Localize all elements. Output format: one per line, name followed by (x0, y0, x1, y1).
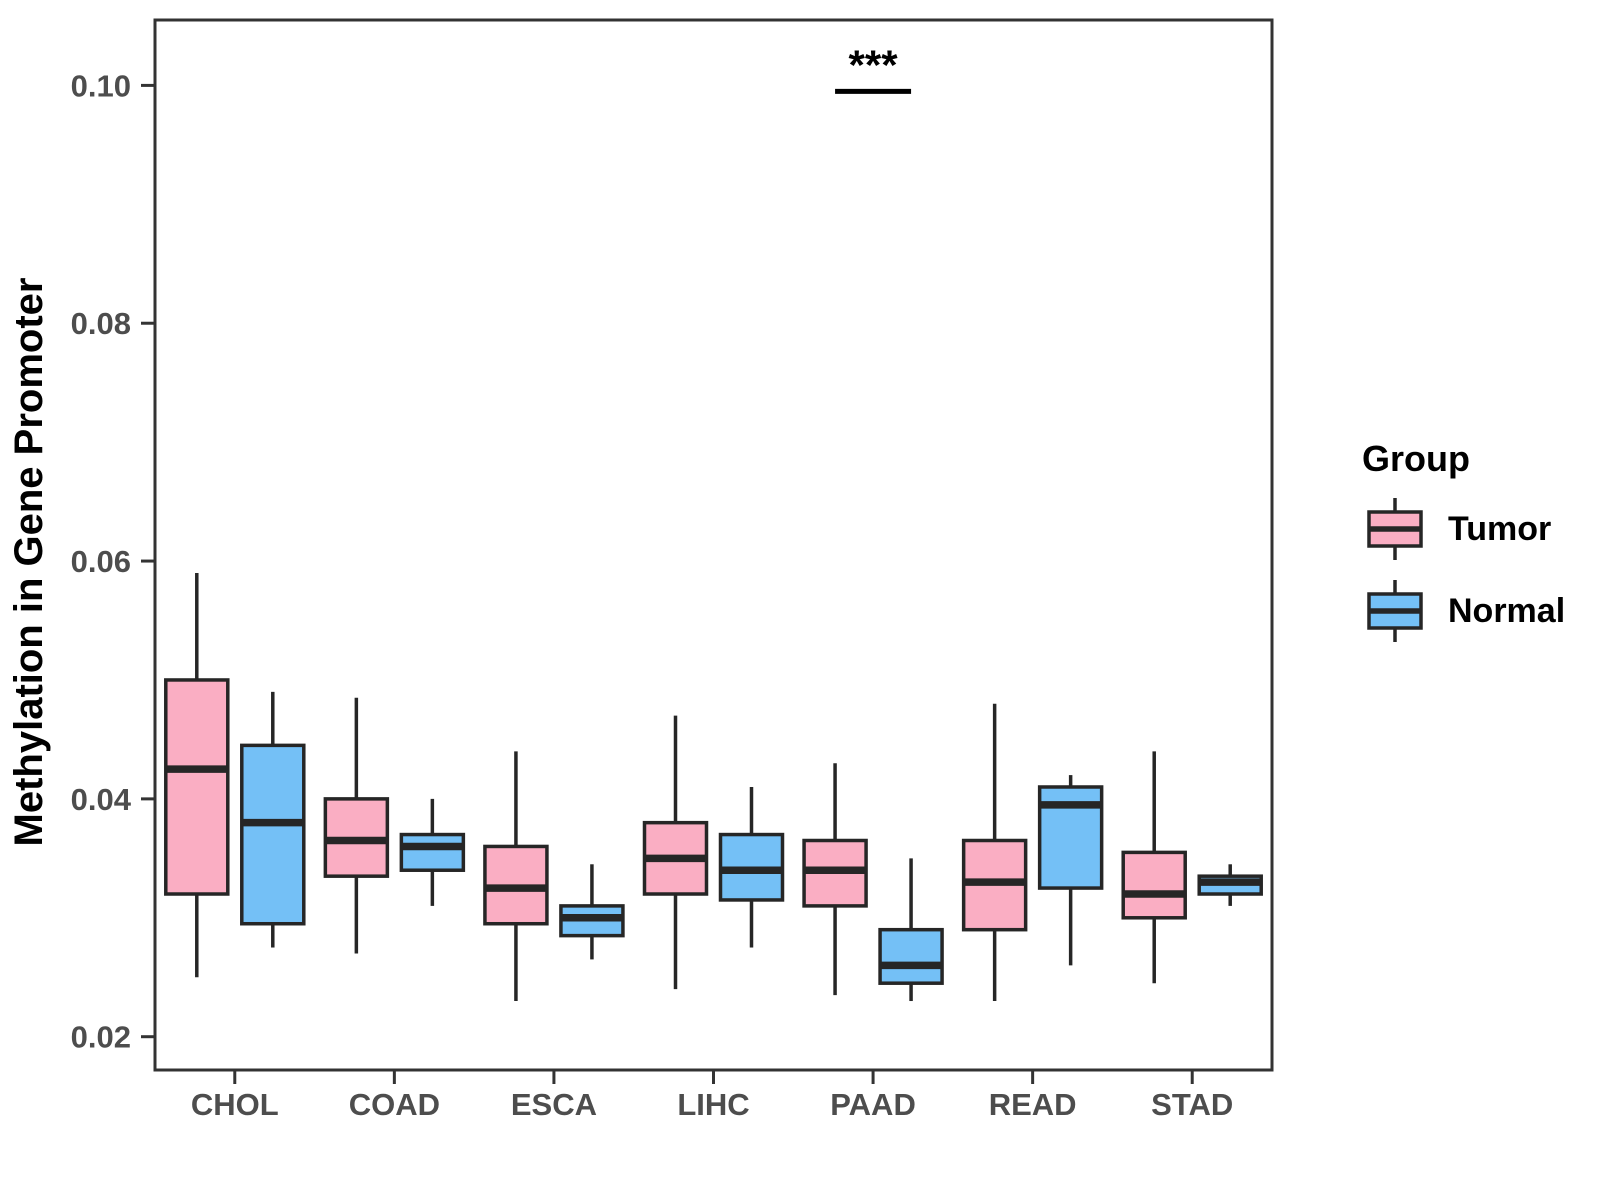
x-tick-label: LIHC (677, 1087, 749, 1122)
legend-label-tumor: Tumor (1448, 509, 1552, 548)
legend-label-normal: Normal (1448, 591, 1566, 630)
box-STAD-Tumor (1121, 850, 1187, 920)
significance-label: *** (849, 41, 899, 88)
y-tick-label: 0.10 (71, 68, 131, 103)
box-COAD-Normal (399, 832, 466, 872)
x-tick-label: PAAD (830, 1087, 916, 1122)
x-tick-label: COAD (349, 1087, 440, 1122)
y-tick-label: 0.02 (71, 1020, 131, 1055)
y-tick-label: 0.06 (71, 544, 131, 579)
box-PAAD-Normal (878, 927, 944, 985)
legend-item-normal: Normal (1342, 578, 1565, 644)
panel-border (153, 18, 1274, 1072)
x-tick-label: STAD (1151, 1087, 1233, 1122)
x-tick-label: READ (989, 1087, 1077, 1122)
y-axis-title: Methylation in Gene Promoter (7, 278, 51, 847)
normal-boxplot-key-icon (1367, 580, 1423, 642)
legend-title: Group (1362, 438, 1470, 479)
legend: Group Tumor Normal (1342, 438, 1565, 644)
y-tick-label: 0.04 (71, 782, 132, 817)
box-CHOL-Tumor (164, 678, 230, 896)
box-CHOL-Normal (240, 743, 306, 926)
y-tick-label: 0.08 (71, 306, 131, 341)
x-tick-label: CHOL (191, 1087, 279, 1122)
tumor-boxplot-key-icon (1367, 498, 1423, 560)
legend-item-tumor: Tumor (1342, 496, 1565, 562)
x-tick-label: ESCA (511, 1087, 597, 1122)
